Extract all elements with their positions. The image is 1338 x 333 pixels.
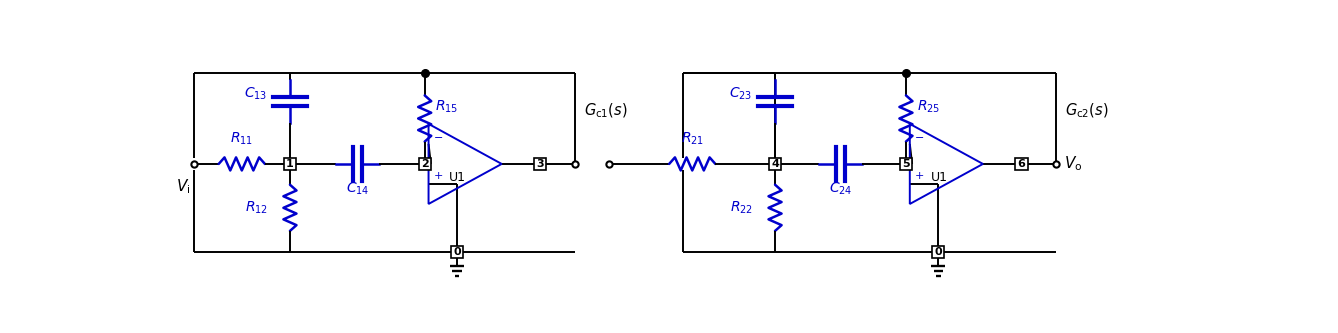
Text: 2: 2: [421, 159, 428, 169]
FancyBboxPatch shape: [1016, 158, 1028, 170]
FancyBboxPatch shape: [769, 158, 781, 170]
Text: $R_{15}$: $R_{15}$: [435, 99, 459, 115]
Text: $R_{12}$: $R_{12}$: [245, 199, 269, 216]
Text: 1: 1: [286, 159, 294, 169]
Text: U1: U1: [450, 171, 467, 184]
Text: $C_{23}$: $C_{23}$: [729, 86, 752, 102]
Text: $R_{21}$: $R_{21}$: [681, 131, 704, 147]
Text: $G_{\mathrm{c2}}(s)$: $G_{\mathrm{c2}}(s)$: [1065, 102, 1109, 120]
Text: 0: 0: [454, 247, 460, 257]
Text: $V_{\mathrm{o}}$: $V_{\mathrm{o}}$: [1064, 155, 1082, 173]
FancyBboxPatch shape: [933, 245, 945, 258]
Text: 5: 5: [902, 159, 910, 169]
Text: $-$: $-$: [914, 131, 925, 141]
FancyBboxPatch shape: [284, 158, 296, 170]
Text: $R_{22}$: $R_{22}$: [731, 199, 753, 216]
Text: 3: 3: [537, 159, 545, 169]
Text: $C_{24}$: $C_{24}$: [828, 181, 852, 197]
FancyBboxPatch shape: [534, 158, 546, 170]
Text: U1: U1: [930, 171, 947, 184]
Text: $+$: $+$: [434, 170, 443, 181]
FancyBboxPatch shape: [451, 245, 463, 258]
Text: 0: 0: [934, 247, 942, 257]
Text: $R_{25}$: $R_{25}$: [917, 99, 941, 115]
Text: 6: 6: [1017, 159, 1025, 169]
Text: $G_{\mathrm{c1}}(s)$: $G_{\mathrm{c1}}(s)$: [585, 102, 628, 120]
Text: $R_{11}$: $R_{11}$: [230, 131, 253, 147]
FancyBboxPatch shape: [419, 158, 431, 170]
Text: $V_{\mathrm{i}}$: $V_{\mathrm{i}}$: [175, 178, 190, 196]
Text: $+$: $+$: [914, 170, 925, 181]
FancyBboxPatch shape: [899, 158, 913, 170]
Text: 4: 4: [771, 159, 779, 169]
Text: $C_{13}$: $C_{13}$: [244, 86, 266, 102]
Text: $-$: $-$: [434, 131, 443, 141]
Text: $C_{14}$: $C_{14}$: [345, 181, 369, 197]
